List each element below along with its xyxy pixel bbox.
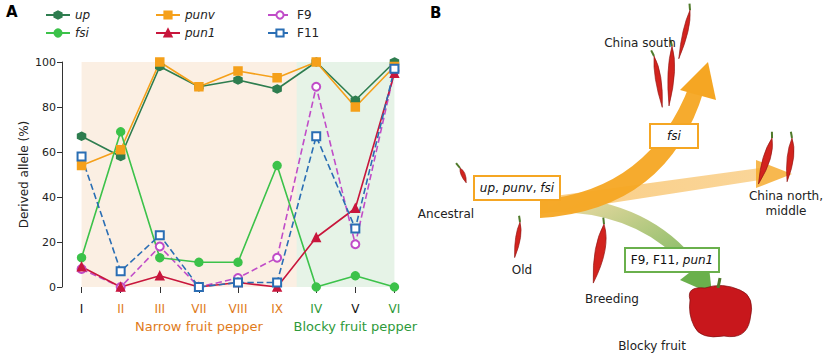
svg-text:VIII: VIII [229, 302, 248, 316]
svg-text:Ancestral: Ancestral [418, 207, 474, 221]
svg-text:China south: China south [604, 36, 676, 50]
svg-text:V: V [351, 302, 360, 316]
svg-text:China north,: China north, [749, 189, 823, 203]
svg-text:IX: IX [271, 302, 283, 316]
svg-text:0: 0 [49, 281, 56, 294]
svg-text:Blocky fruit pepper: Blocky fruit pepper [294, 319, 418, 334]
svg-text:III: III [154, 302, 165, 316]
svg-text:F9: F9 [297, 8, 312, 22]
svg-text:up, punv, fsi: up, punv, fsi [480, 181, 555, 195]
svg-text:Derived allele (%): Derived allele (%) [17, 121, 31, 229]
svg-text:F9, F11, pun1: F9, F11, pun1 [631, 253, 713, 267]
svg-text:I: I [80, 302, 84, 316]
svg-text:IV: IV [310, 302, 323, 316]
svg-text:VII: VII [191, 302, 206, 316]
svg-text:80: 80 [42, 101, 56, 114]
svg-text:VI: VI [389, 302, 401, 316]
svg-text:punv: punv [184, 8, 216, 22]
svg-text:A: A [6, 3, 18, 21]
svg-text:Blocky fruit: Blocky fruit [618, 339, 686, 353]
svg-text:100: 100 [35, 56, 56, 69]
svg-text:fsi: fsi [667, 129, 681, 143]
svg-text:20: 20 [42, 236, 56, 249]
svg-text:up: up [75, 8, 91, 22]
svg-text:40: 40 [42, 191, 56, 204]
svg-text:Narrow fruit pepper: Narrow fruit pepper [135, 319, 263, 334]
svg-text:middle: middle [766, 204, 807, 218]
svg-text:Old: Old [512, 263, 532, 277]
svg-text:Breeding: Breeding [585, 292, 639, 306]
svg-text:II: II [117, 302, 124, 316]
svg-text:fsi: fsi [75, 26, 89, 40]
svg-text:F11: F11 [297, 26, 319, 40]
svg-text:60: 60 [42, 146, 56, 159]
svg-text:B: B [430, 4, 441, 22]
svg-text:pun1: pun1 [184, 26, 215, 40]
